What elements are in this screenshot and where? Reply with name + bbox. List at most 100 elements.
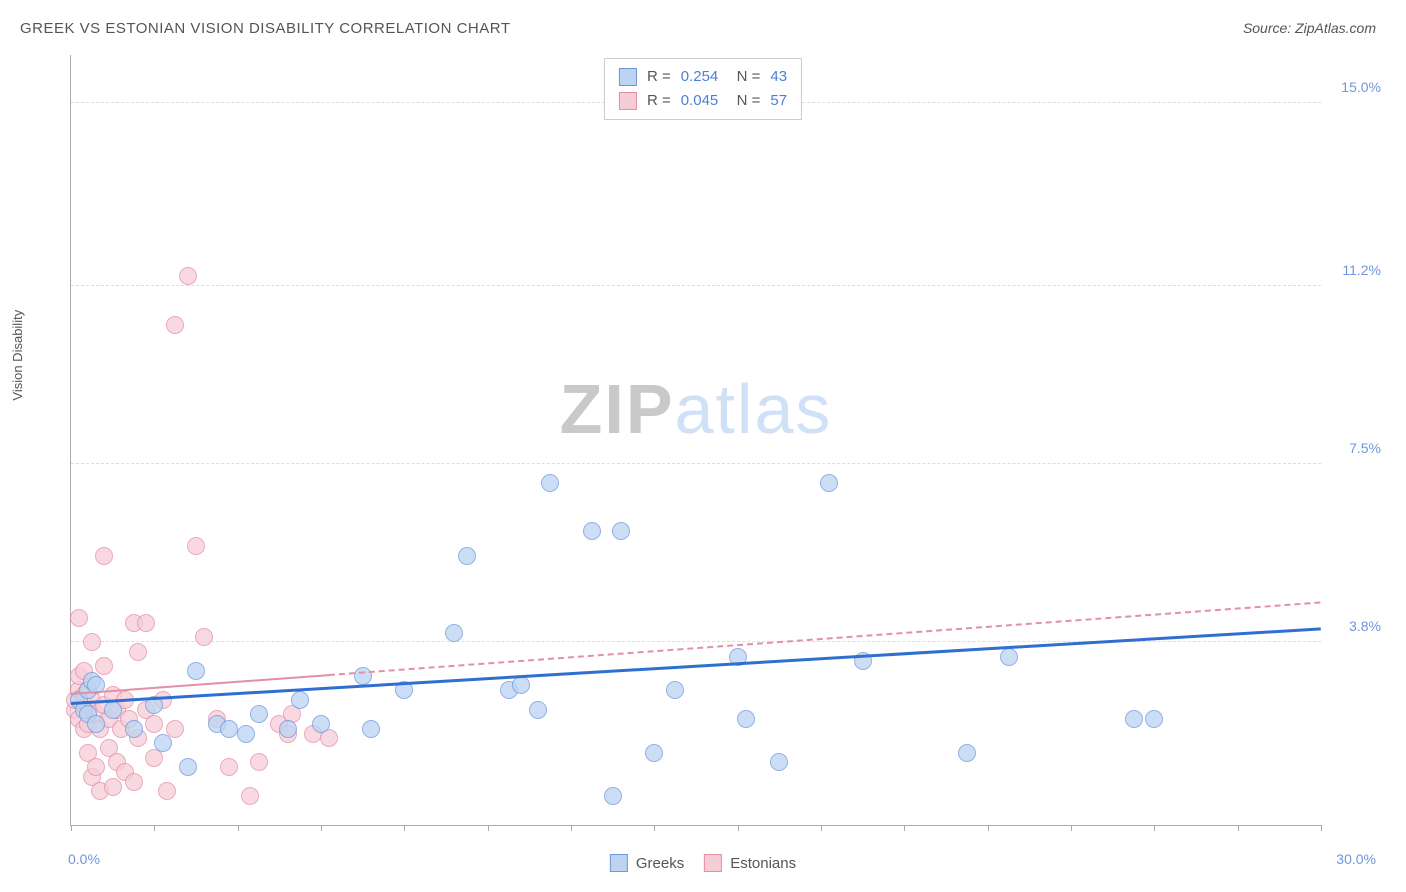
data-point (241, 787, 259, 805)
data-point (737, 710, 755, 728)
legend-n-value: 43 (770, 65, 787, 89)
data-point (354, 667, 372, 685)
watermark: ZIPatlas (560, 369, 833, 449)
x-tick (738, 825, 739, 831)
data-point (87, 758, 105, 776)
legend-r-label: R = (647, 65, 671, 89)
data-point (645, 744, 663, 762)
legend-swatch (619, 92, 637, 110)
x-tick (654, 825, 655, 831)
plot-area: ZIPatlas 3.8%7.5%11.2%15.0% (70, 55, 1321, 826)
legend-item: Estonians (704, 854, 796, 872)
data-point (529, 701, 547, 719)
data-point (1145, 710, 1163, 728)
legend-item: Greeks (610, 854, 684, 872)
data-point (362, 720, 380, 738)
data-point (458, 547, 476, 565)
x-tick (404, 825, 405, 831)
data-point (1125, 710, 1143, 728)
data-point (279, 720, 297, 738)
data-point (87, 715, 105, 733)
data-point (179, 758, 197, 776)
data-point (166, 316, 184, 334)
data-point (250, 753, 268, 771)
gridline (71, 463, 1321, 464)
data-point (154, 734, 172, 752)
data-point (70, 609, 88, 627)
data-point (83, 633, 101, 651)
data-point (158, 782, 176, 800)
stats-legend-row: R = 0.254 N = 43 (619, 65, 787, 89)
data-point (770, 753, 788, 771)
data-point (95, 657, 113, 675)
data-point (145, 715, 163, 733)
legend-n-value: 57 (770, 89, 787, 113)
x-axis-max: 30.0% (1336, 851, 1376, 867)
stats-legend: R = 0.254 N = 43R = 0.045 N = 57 (604, 58, 802, 120)
x-tick (238, 825, 239, 831)
x-tick (821, 825, 822, 831)
data-point (125, 720, 143, 738)
data-point (187, 537, 205, 555)
data-point (666, 681, 684, 699)
chart-title: GREEK VS ESTONIAN VISION DISABILITY CORR… (20, 20, 511, 37)
y-tick-label: 3.8% (1349, 618, 1381, 634)
x-axis-min: 0.0% (68, 851, 100, 867)
data-point (820, 474, 838, 492)
data-point (95, 547, 113, 565)
x-tick (1238, 825, 1239, 831)
data-point (604, 787, 622, 805)
data-point (958, 744, 976, 762)
data-point (237, 725, 255, 743)
legend-swatch (610, 854, 628, 872)
data-point (541, 474, 559, 492)
y-tick-label: 15.0% (1341, 79, 1381, 95)
x-tick (71, 825, 72, 831)
data-point (166, 720, 184, 738)
data-point (179, 267, 197, 285)
data-point (137, 614, 155, 632)
legend-label: Greeks (636, 855, 684, 872)
data-point (187, 662, 205, 680)
series-legend: Greeks Estonians (610, 854, 796, 872)
legend-n-label: N = (728, 89, 760, 113)
x-tick (488, 825, 489, 831)
data-point (612, 522, 630, 540)
data-point (220, 758, 238, 776)
data-point (445, 624, 463, 642)
x-tick (988, 825, 989, 831)
y-tick-label: 11.2% (1342, 262, 1381, 278)
stats-legend-row: R = 0.045 N = 57 (619, 89, 787, 113)
data-point (291, 691, 309, 709)
legend-swatch (704, 854, 722, 872)
x-tick (1321, 825, 1322, 831)
legend-n-label: N = (728, 65, 760, 89)
y-axis-label: Vision Disability (10, 310, 25, 401)
data-point (250, 705, 268, 723)
legend-r-label: R = (647, 89, 671, 113)
data-point (1000, 648, 1018, 666)
legend-r-value: 0.254 (681, 65, 719, 89)
x-tick (571, 825, 572, 831)
legend-label: Estonians (730, 855, 796, 872)
data-point (125, 773, 143, 791)
data-point (104, 778, 122, 796)
x-tick (1071, 825, 1072, 831)
data-point (220, 720, 238, 738)
data-point (512, 676, 530, 694)
x-tick (154, 825, 155, 831)
legend-swatch (619, 68, 637, 86)
correlation-chart: GREEK VS ESTONIAN VISION DISABILITY CORR… (20, 20, 1386, 872)
y-tick-label: 7.5% (1349, 440, 1381, 456)
gridline (71, 285, 1321, 286)
data-point (104, 701, 122, 719)
data-point (312, 715, 330, 733)
x-tick (321, 825, 322, 831)
legend-r-value: 0.045 (681, 89, 719, 113)
data-point (195, 628, 213, 646)
data-point (583, 522, 601, 540)
data-point (129, 643, 147, 661)
trend-line (71, 627, 1321, 705)
chart-source: Source: ZipAtlas.com (1243, 20, 1376, 36)
x-tick (904, 825, 905, 831)
